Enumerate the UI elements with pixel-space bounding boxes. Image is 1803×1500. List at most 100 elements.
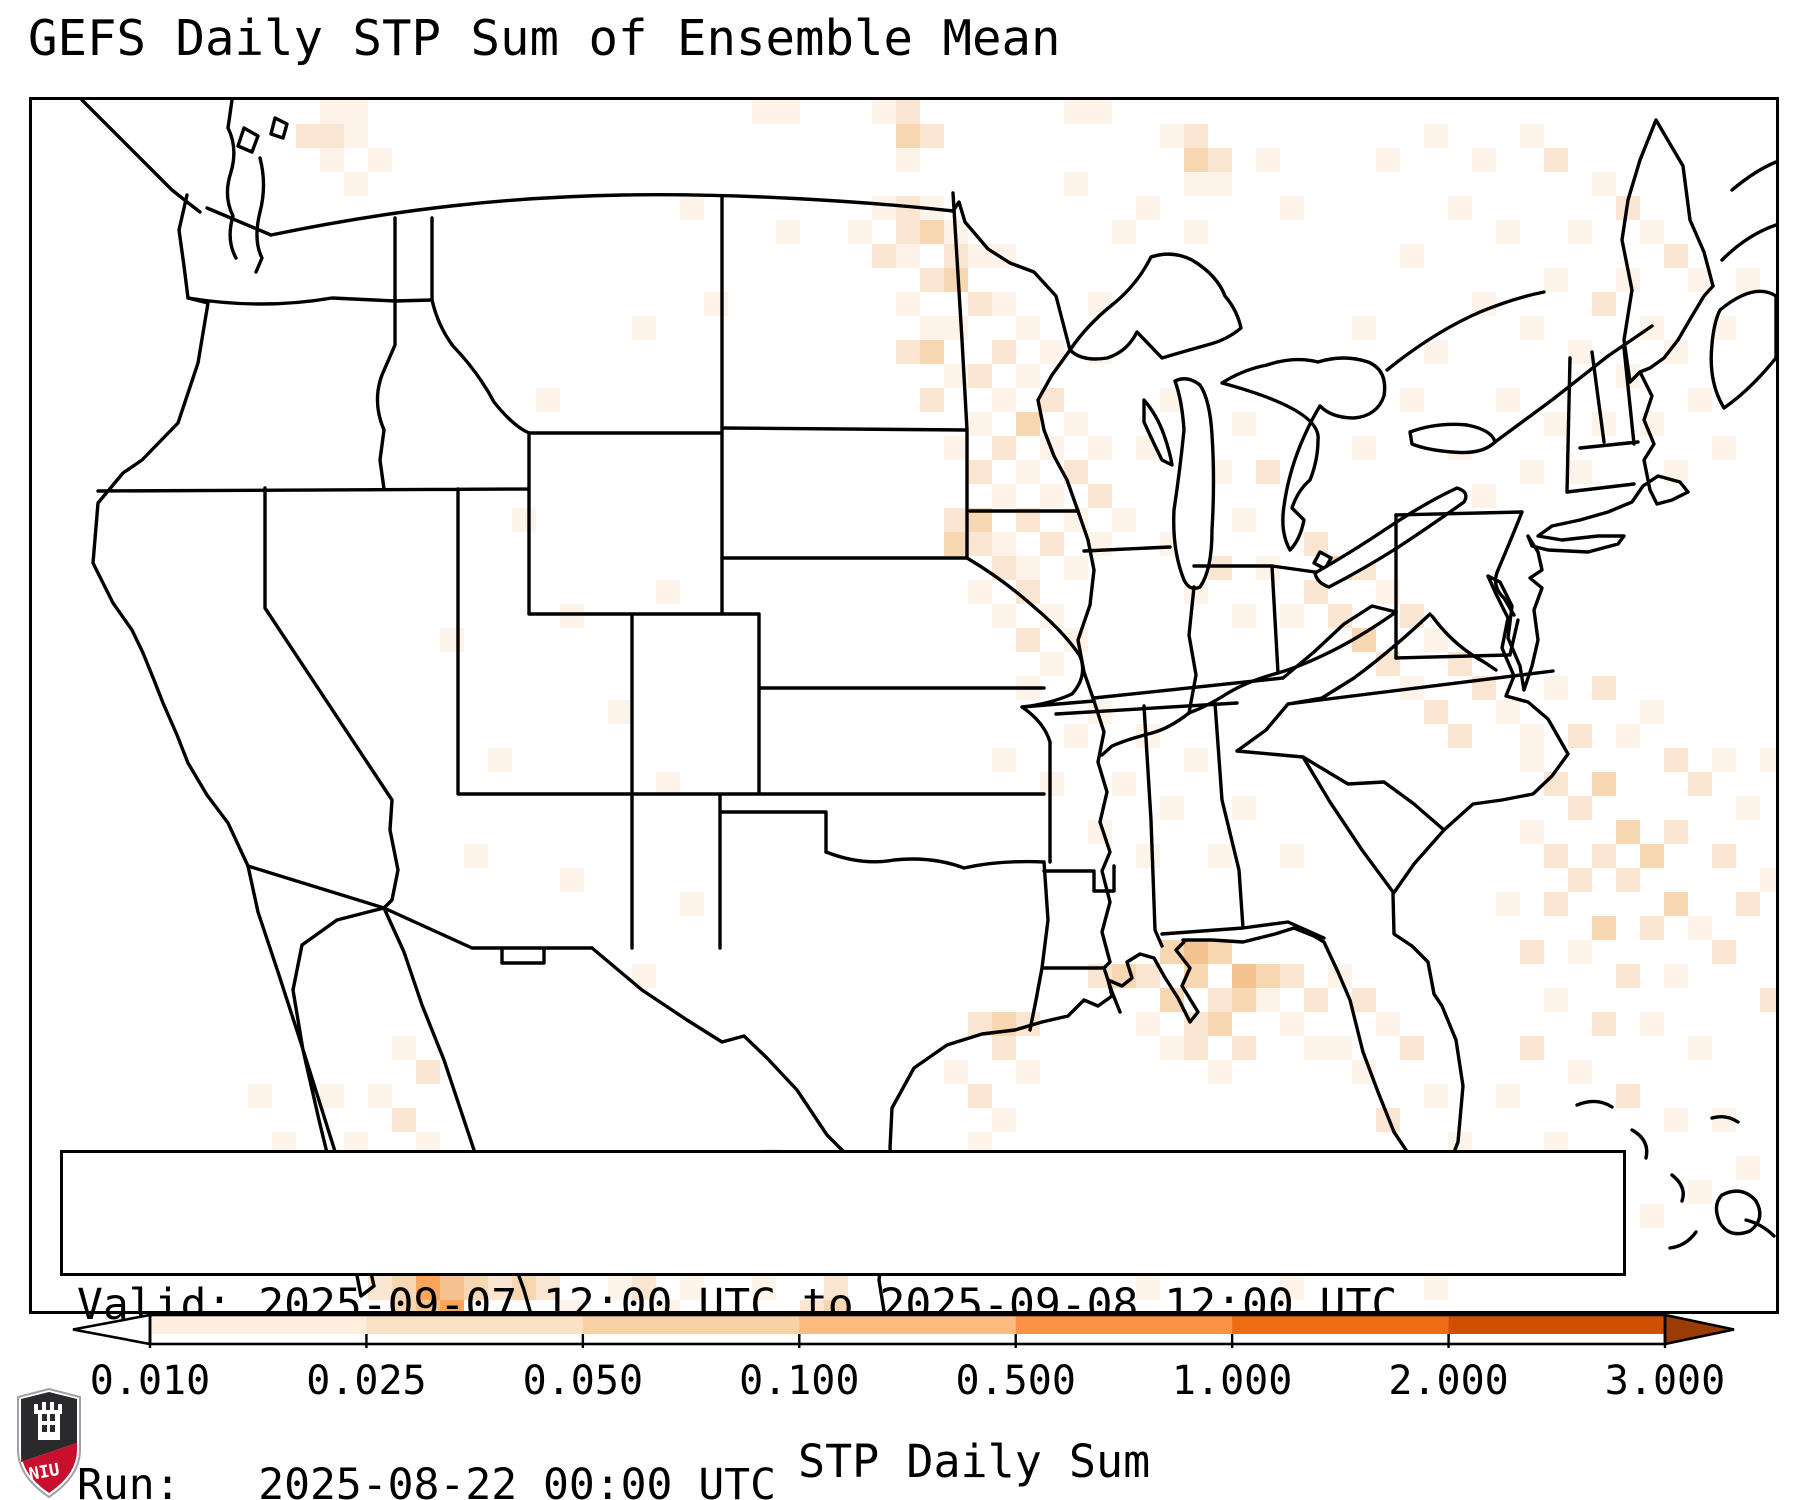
stp-cell xyxy=(1400,388,1424,412)
stp-cell xyxy=(1640,844,1664,868)
stp-cell xyxy=(1688,916,1712,940)
stp-cell xyxy=(1232,988,1256,1012)
stp-cell xyxy=(992,484,1016,508)
stp-cell xyxy=(1328,604,1352,628)
stp-cell xyxy=(1568,220,1592,244)
missouri-river-border xyxy=(965,509,1096,864)
stp-cell xyxy=(1184,124,1208,148)
stp-cell xyxy=(680,892,704,916)
lake-superior xyxy=(1068,252,1243,361)
stp-cell xyxy=(656,772,680,796)
stp-cell xyxy=(1424,700,1448,724)
colorbar-over-arrow xyxy=(1663,1313,1735,1346)
colorbar-svg xyxy=(72,1313,1735,1348)
stp-cell xyxy=(1736,892,1760,916)
stp-cell xyxy=(1232,796,1256,820)
stp-cell xyxy=(1232,964,1256,988)
stp-cell xyxy=(1016,316,1040,340)
stp-cell xyxy=(1184,220,1208,244)
stp-cell xyxy=(1592,292,1616,316)
stp-cell xyxy=(920,340,944,364)
stp-cell xyxy=(1208,1060,1232,1084)
colorbar-tick-label: 0.025 xyxy=(306,1358,427,1404)
stp-cell xyxy=(896,124,920,148)
stp-cell xyxy=(968,292,992,316)
lake-ontario xyxy=(1408,422,1497,455)
stp-cell xyxy=(1544,772,1568,796)
stp-cell xyxy=(824,1276,848,1300)
stp-cell xyxy=(1424,1276,1448,1300)
colorbar-tick-label: 3.000 xyxy=(1604,1358,1726,1404)
stp-cell xyxy=(656,580,680,604)
stp-cell xyxy=(1256,460,1280,484)
stp-cell xyxy=(1544,892,1568,916)
stp-cell xyxy=(320,124,344,148)
stp-cell xyxy=(1208,940,1232,964)
stp-cell xyxy=(1184,748,1208,772)
idaho-montana-border xyxy=(375,216,531,491)
map-frame: Valid: 2025-09-07 12:00 UTC to 2025-09-0… xyxy=(29,97,1779,1500)
stp-cell xyxy=(1304,532,1328,556)
midwest-grid xyxy=(1082,513,1398,715)
stp-cell xyxy=(1064,100,1088,124)
lake-erie xyxy=(1313,486,1468,589)
stp-cell xyxy=(1280,1276,1304,1300)
colorbar-segment xyxy=(1232,1315,1450,1334)
stp-cell xyxy=(1688,388,1712,412)
stp-cell xyxy=(1568,460,1592,484)
stp-cell xyxy=(992,1036,1016,1060)
stp-cell xyxy=(1688,1036,1712,1060)
colorbar-tick-label: 1.000 xyxy=(1171,1358,1293,1404)
stp-cell xyxy=(1616,868,1640,892)
stp-cell xyxy=(1352,316,1376,340)
us-canada-border xyxy=(269,192,1072,352)
stp-cell xyxy=(704,292,728,316)
stp-cell xyxy=(920,388,944,412)
stp-cell xyxy=(776,100,800,124)
stp-cell xyxy=(1688,772,1712,796)
colorbar-tick-label: 0.010 xyxy=(89,1358,211,1404)
stp-cell xyxy=(632,316,656,340)
us-stp-map xyxy=(80,100,1776,1311)
stp-cell xyxy=(776,220,800,244)
stp-cell xyxy=(992,1108,1016,1132)
stp-cell xyxy=(992,436,1016,460)
stp-cell xyxy=(656,1300,680,1311)
stp-cell xyxy=(1280,196,1304,220)
stp-cell xyxy=(320,1084,344,1108)
stp-cell xyxy=(560,868,584,892)
stp-cell xyxy=(1064,556,1088,580)
stp-cell xyxy=(992,604,1016,628)
stp-cell xyxy=(1688,1180,1712,1204)
stp-cell xyxy=(800,1300,824,1311)
stp-cell xyxy=(824,1300,848,1311)
run-text: Run: 2025-08-22 00:00 UTC xyxy=(77,1460,776,1500)
stp-cell xyxy=(920,268,944,292)
stp-cell xyxy=(944,316,968,340)
stp-cell xyxy=(944,1060,968,1084)
stp-cell xyxy=(1184,172,1208,196)
stp-cell xyxy=(344,172,368,196)
stp-cell xyxy=(680,196,704,220)
stp-cell xyxy=(1712,844,1736,868)
canada-maritimes xyxy=(1709,160,1776,410)
stp-cell xyxy=(872,196,896,220)
stp-cell xyxy=(1592,844,1616,868)
stp-cell xyxy=(992,748,1016,772)
stp-cell xyxy=(368,1084,392,1108)
stp-cell xyxy=(1664,244,1688,268)
stp-cell xyxy=(968,460,992,484)
western-state-grid xyxy=(96,196,1046,950)
stp-cell xyxy=(1400,244,1424,268)
stp-cell xyxy=(1664,964,1688,988)
stp-cell xyxy=(1016,1060,1040,1084)
stp-cell xyxy=(1040,532,1064,556)
stp-cell xyxy=(1328,1036,1352,1060)
page-title: GEFS Daily STP Sum of Ensemble Mean xyxy=(28,10,1061,67)
stp-cell xyxy=(920,220,944,244)
stp-cell xyxy=(1640,1204,1664,1228)
stp-cell xyxy=(680,1276,704,1300)
stp-cell xyxy=(296,124,320,148)
stp-cell xyxy=(1064,172,1088,196)
stp-cell xyxy=(1568,1060,1592,1084)
